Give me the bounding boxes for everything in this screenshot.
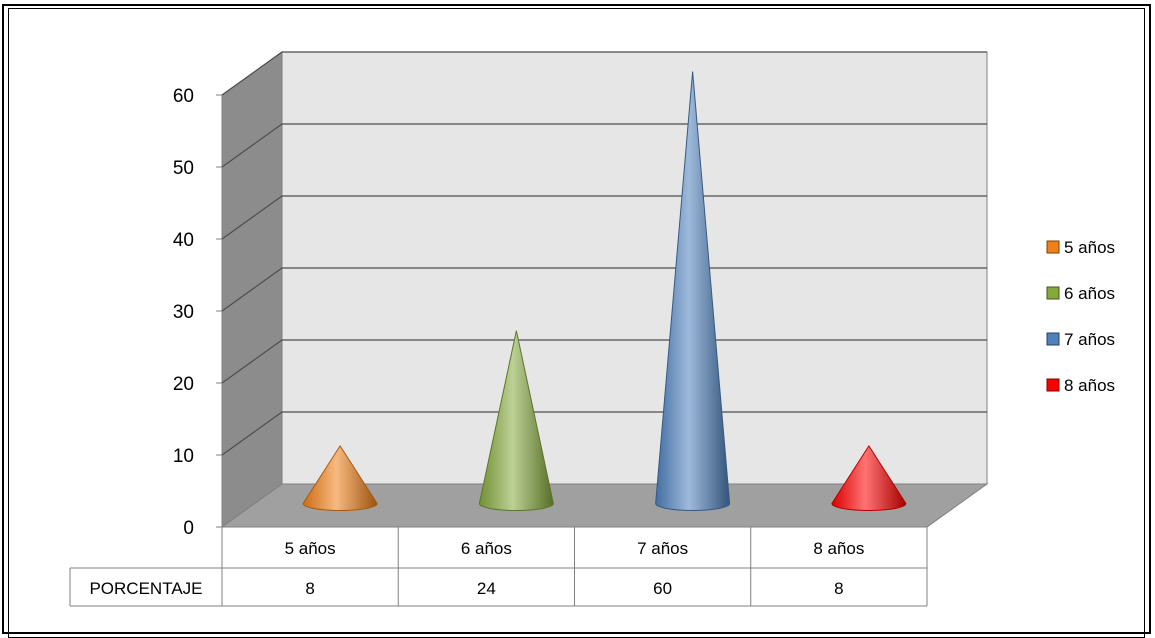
gridline bbox=[221, 267, 987, 312]
legend-label: 7 años bbox=[1064, 330, 1115, 349]
gridline bbox=[221, 339, 987, 384]
legend: 5 años 6 años 7 años 8 años bbox=[1046, 238, 1115, 395]
legend-label: 8 años bbox=[1064, 376, 1115, 395]
table-value: 8 bbox=[834, 579, 843, 598]
table-value: 60 bbox=[653, 579, 672, 598]
category-label: 6 años bbox=[461, 539, 512, 558]
cone-mark bbox=[831, 444, 907, 511]
legend-swatch bbox=[1046, 240, 1060, 254]
gridline bbox=[221, 123, 987, 168]
chart: 0 10 20 30 40 50 60 5 años 6 años 7 años 8 años PO… bbox=[69, 51, 1115, 607]
cone-2 bbox=[478, 330, 554, 511]
table-value: 24 bbox=[477, 579, 496, 598]
gridlines bbox=[221, 51, 987, 456]
cone-3 bbox=[655, 71, 731, 511]
gridline bbox=[221, 411, 987, 456]
legend-label: 6 años bbox=[1064, 284, 1115, 303]
y-tick-label: 50 bbox=[173, 158, 194, 179]
category-label: 5 años bbox=[285, 539, 336, 558]
y-tick-label: 0 bbox=[183, 518, 194, 539]
category-label: 7 años bbox=[637, 539, 688, 558]
legend-swatch bbox=[1046, 286, 1060, 300]
cone-1 bbox=[302, 444, 378, 511]
cone-series bbox=[302, 71, 907, 511]
y-tick-label: 60 bbox=[173, 86, 194, 107]
gridline bbox=[221, 195, 987, 240]
y-tick-label: 40 bbox=[173, 230, 194, 251]
y-tick-label: 20 bbox=[173, 374, 194, 395]
cone-mark bbox=[478, 330, 554, 511]
legend-swatch bbox=[1046, 378, 1060, 392]
table-row-label: PORCENTAJE bbox=[89, 579, 202, 598]
table-value: 8 bbox=[305, 579, 314, 598]
cone-4 bbox=[831, 444, 907, 511]
y-tick-label: 30 bbox=[173, 302, 194, 323]
legend-swatch bbox=[1046, 332, 1060, 346]
data-table: 5 años 6 años 7 años 8 años PORCENTAJE 8 24 60 8 bbox=[69, 526, 928, 607]
y-tick-label: 10 bbox=[173, 446, 194, 467]
cone-mark bbox=[302, 444, 378, 511]
gridline bbox=[221, 51, 987, 96]
y-axis: 0 10 20 30 40 50 60 bbox=[173, 86, 222, 539]
cone-mark bbox=[655, 71, 731, 511]
category-label: 8 años bbox=[813, 539, 864, 558]
legend-label: 5 años bbox=[1064, 238, 1115, 257]
